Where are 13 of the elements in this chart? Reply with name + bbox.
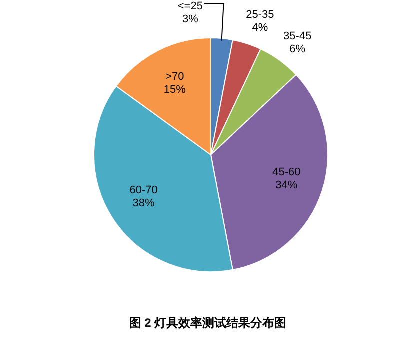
data-label: 3% [182,14,199,26]
data-label: 34% [276,180,298,192]
slice-label: 35-45 [284,30,312,42]
data-label: 4% [252,22,268,34]
data-label: 6% [290,44,306,56]
slice-label: 45-60 [272,166,301,179]
slice-label: 60-70 [130,184,158,197]
slice-label: <=25 [178,0,203,13]
slice-label: >70 [166,71,184,84]
slice-label: 25-35 [246,8,274,21]
data-label: 38% [132,198,156,210]
data-label: 15% [164,84,186,96]
text: 图 2 灯具效率测试结果分布图 [129,316,287,330]
